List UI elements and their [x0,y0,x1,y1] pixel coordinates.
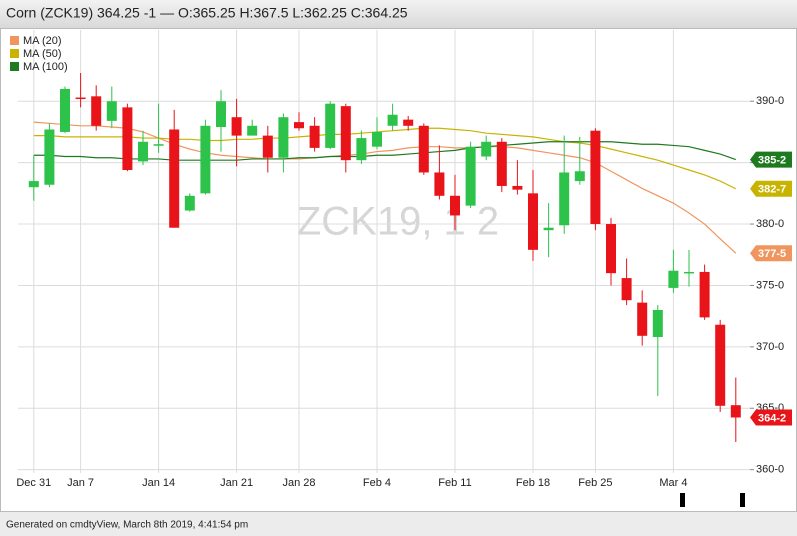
candle-body [294,122,304,129]
candle-body [496,141,507,186]
candle-body [403,119,414,126]
candle-body [309,125,320,148]
candle-body [434,172,445,196]
scroll-handle [680,493,685,507]
x-tick-label: Jan 28 [282,477,315,489]
last-value-tag [750,245,792,262]
candle-body [387,114,398,126]
last-value-label: 377-5 [758,248,786,260]
ma-line [33,121,737,254]
header-bar [0,0,797,28]
x-tick-label: Dec 31 [16,477,51,489]
candle-body [325,103,336,148]
candle-body [637,302,648,336]
legend-label: MA (50) [23,48,62,60]
candle-body [122,107,133,171]
candle-body [262,135,273,158]
y-tick-label: 375-0 [756,279,784,291]
legend-label: MA (100) [23,61,68,73]
candle-body [574,171,585,182]
x-tick-label: Feb 4 [363,477,391,489]
legend-label: MA (20) [23,35,62,47]
y-tick-label: 360-0 [756,464,784,476]
candle-body [730,405,741,418]
candle-body [200,125,211,194]
watermark: ZCK19, 1 2 [297,200,499,244]
candle-body [715,324,726,406]
candle-body [184,195,195,211]
x-tick-label: Jan 21 [220,477,253,489]
candle-body [590,130,601,225]
candle-body [231,117,242,136]
candle-body [247,125,258,136]
candle-body [465,146,476,206]
candle-body [44,129,55,185]
candle-body [543,227,554,231]
candle-body [372,131,382,147]
last-value-label: 385-2 [758,154,786,166]
footer-bar [0,512,797,536]
last-value-label: 364-2 [758,412,786,424]
ma-line [33,141,737,161]
candle-body [699,271,710,318]
y-tick-label: 380-0 [756,218,784,230]
candle-body [216,101,226,128]
candle-body [138,141,148,162]
candle-body [606,224,616,274]
x-tick-label: Feb 18 [516,477,550,489]
candle-body [450,195,460,216]
candle-body [668,270,679,288]
last-value-tag [750,409,792,426]
candle-body [91,96,102,126]
x-tick-label: Feb 25 [578,477,612,489]
y-tick-label: 390-0 [756,95,784,107]
chart-title: Corn (ZCK19) 364.25 -1 — O:365.25 H:367.… [6,5,408,21]
candle-body [528,193,538,250]
x-tick-label: Jan 14 [142,477,175,489]
footer: Generated on cmdtyView, March 8th 2019, … [6,520,248,531]
candle-body [481,141,492,157]
legend-swatch [10,62,19,71]
candle-body [621,278,632,301]
candle-body [75,97,86,100]
y-tick-label: 370-0 [756,341,784,353]
ma-line [33,127,737,190]
legend-swatch [10,36,19,45]
candle-body [106,101,117,121]
candle-body [684,271,694,274]
candle-body [278,117,289,158]
last-value-label: 382-7 [758,184,786,196]
legend-swatch [10,49,19,58]
candle-body [28,181,39,188]
candle-body [512,185,523,190]
candle-body [169,129,180,228]
x-tick-label: Feb 11 [438,477,471,489]
last-value-tag [750,180,792,197]
candle-body [60,88,70,132]
candle-body [356,138,367,161]
scroll-handle [740,493,745,507]
x-tick-label: Jan 7 [67,477,94,489]
last-value-tag [750,151,792,168]
plot-frame [0,28,797,512]
candle-body [559,172,570,226]
candle-body [340,106,351,161]
candle-body [418,125,429,173]
candle-body [652,310,663,338]
x-tick-label: Mar 4 [659,477,687,489]
candle-body [153,144,164,146]
